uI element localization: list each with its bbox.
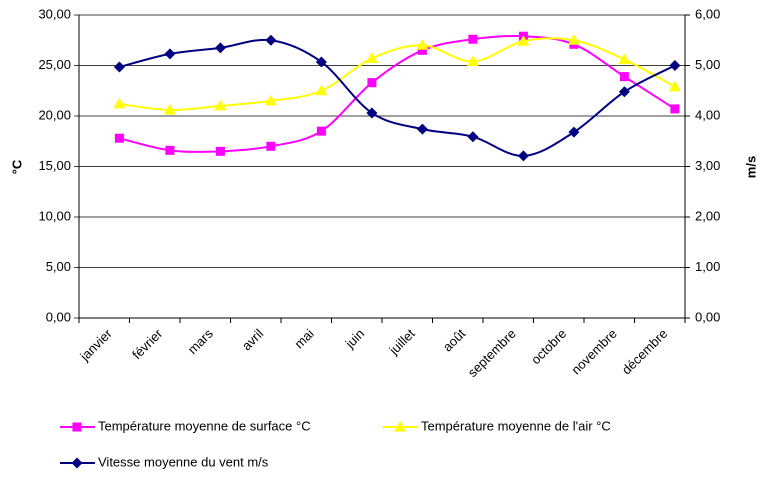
marker: [164, 48, 176, 60]
y-tick-label: 0,00: [46, 309, 71, 324]
marker: [316, 126, 326, 136]
marker: [394, 421, 406, 432]
x-tick-label: novembre: [568, 326, 619, 377]
marker: [163, 103, 176, 115]
marker: [264, 94, 277, 106]
marker: [668, 80, 681, 92]
y2-tick-label: 3,00: [695, 158, 720, 173]
marker: [417, 45, 427, 55]
y-tick-label: 25,00: [38, 57, 71, 72]
y-tick-label: 30,00: [38, 6, 71, 21]
y-tick-label: 5,00: [46, 259, 71, 274]
y-tick-label: 10,00: [38, 208, 71, 223]
marker: [366, 107, 378, 119]
marker: [467, 131, 479, 143]
marker: [618, 53, 631, 64]
series-line: [119, 34, 676, 153]
y-axis-title: °C: [9, 159, 24, 174]
legend-label: Vitesse moyenne du vent m/s: [98, 454, 269, 469]
marker: [567, 34, 580, 45]
marker: [517, 150, 529, 162]
marker: [670, 104, 680, 114]
marker: [113, 97, 126, 109]
marker: [215, 146, 225, 156]
marker: [416, 123, 428, 135]
marker: [315, 56, 327, 68]
marker: [72, 422, 82, 432]
y2-tick-label: 0,00: [695, 309, 720, 324]
x-tick-label: août: [440, 326, 469, 355]
x-tick-label: octobre: [528, 326, 569, 367]
x-tick-label: juin: [342, 326, 368, 352]
y-tick-label: 15,00: [38, 158, 71, 173]
x-tick-label: décembre: [619, 326, 670, 377]
marker: [165, 145, 175, 155]
y2-tick-label: 2,00: [695, 208, 720, 223]
marker: [71, 457, 83, 469]
marker: [214, 99, 227, 111]
marker: [416, 39, 429, 50]
marker: [517, 35, 530, 46]
marker: [266, 141, 276, 151]
marker: [619, 72, 629, 82]
series-line: [119, 38, 676, 157]
marker: [568, 126, 580, 138]
marker: [265, 34, 277, 46]
marker: [113, 61, 125, 73]
marker: [618, 86, 630, 98]
y2-axis-title: m/s: [743, 156, 758, 178]
x-tick-label: janvier: [76, 325, 115, 364]
y2-tick-label: 1,00: [695, 259, 720, 274]
y2-tick-label: 4,00: [695, 107, 720, 122]
x-tick-label: février: [129, 325, 166, 362]
y2-tick-label: 6,00: [695, 6, 720, 21]
marker: [365, 52, 378, 63]
x-tick-label: septembre: [465, 326, 519, 380]
marker: [669, 60, 681, 71]
marker: [114, 133, 124, 143]
marker: [367, 78, 377, 88]
x-tick-label: mai: [291, 326, 316, 351]
legend-label: Température moyenne de l'air °C: [421, 418, 611, 433]
x-tick-label: juillet: [386, 326, 419, 359]
legend-label: Température moyenne de surface °C: [98, 418, 311, 433]
marker: [315, 84, 328, 96]
y-tick-label: 20,00: [38, 107, 71, 122]
marker: [468, 34, 478, 44]
y2-tick-label: 5,00: [695, 57, 720, 72]
marker: [214, 42, 226, 54]
x-tick-label: mars: [185, 326, 216, 357]
series-line: [119, 37, 676, 111]
x-tick-label: avril: [239, 326, 267, 354]
marker: [466, 55, 479, 66]
